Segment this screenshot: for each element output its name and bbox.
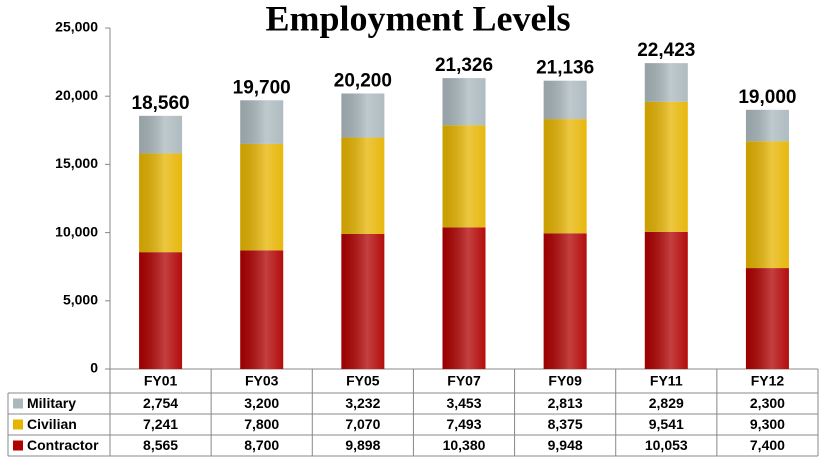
table-cell: 9,300 — [750, 416, 785, 432]
y-tick-label: 25,000 — [55, 19, 98, 35]
total-label: 22,423 — [637, 40, 695, 61]
table-cell: 7,493 — [446, 416, 481, 432]
table-cell: 9,948 — [548, 437, 583, 453]
x-tick-label: FY07 — [447, 373, 481, 389]
bar-shine — [644, 231, 688, 369]
y-tick-label: 10,000 — [55, 223, 98, 239]
y-tick-label: 0 — [90, 360, 98, 376]
table-cell: 9,898 — [345, 437, 380, 453]
table-cell: 8,375 — [548, 416, 583, 432]
chart-title: Employment Levels — [266, 0, 571, 38]
table-cell: 3,200 — [244, 395, 279, 411]
bar-shine — [240, 250, 284, 369]
x-tick-label: FY03 — [245, 373, 279, 389]
y-tick-label: 5,000 — [63, 292, 98, 308]
legend-label: Contractor — [27, 437, 99, 453]
table-cell: 2,813 — [548, 395, 583, 411]
legend-label: Military — [27, 395, 76, 411]
total-label: 18,560 — [132, 93, 190, 114]
bar-shine — [341, 233, 385, 369]
bar-shine — [139, 115, 183, 154]
bar-shine — [240, 100, 284, 144]
bar-shine — [341, 93, 385, 138]
table-cell: 7,241 — [143, 416, 178, 432]
table-cell: 9,541 — [649, 416, 684, 432]
legend-key — [13, 419, 23, 430]
bar-shine — [543, 80, 587, 120]
table-cell: 3,453 — [446, 395, 481, 411]
bar-shine — [543, 119, 587, 234]
table-cell: 2,754 — [143, 395, 178, 411]
x-tick-label: FY12 — [751, 373, 785, 389]
bar-shine — [139, 252, 183, 369]
bar-shine — [442, 125, 486, 228]
legend-label: Civilian — [27, 416, 77, 432]
table-cell: 7,800 — [244, 416, 279, 432]
table-cell: 7,400 — [750, 437, 785, 453]
x-tick-label: FY01 — [144, 373, 178, 389]
y-tick-label: 15,000 — [55, 155, 98, 171]
total-label: 19,700 — [233, 77, 291, 98]
legend-key — [13, 440, 23, 451]
total-label: 21,136 — [536, 58, 594, 79]
total-label: 20,200 — [334, 70, 392, 91]
bar-shine — [543, 233, 587, 369]
bar-shine — [442, 227, 486, 369]
bar-shine — [442, 78, 486, 126]
bar-shine — [139, 153, 183, 253]
x-tick-label: FY11 — [650, 373, 683, 389]
table-cell: 3,232 — [345, 395, 380, 411]
table-cell: 10,380 — [443, 437, 486, 453]
bar-shine — [644, 101, 688, 232]
total-label: 21,326 — [435, 55, 493, 76]
bar-shine — [240, 143, 284, 251]
table-cell: 2,829 — [649, 395, 684, 411]
total-label: 19,000 — [738, 87, 796, 108]
y-tick-label: 20,000 — [55, 87, 98, 103]
table-cell: 7,070 — [345, 416, 380, 432]
bar-shine — [745, 268, 789, 369]
bar-shine — [644, 63, 688, 102]
bar-shine — [745, 109, 789, 142]
bar-shine — [745, 141, 789, 269]
table-cell: 8,700 — [244, 437, 279, 453]
x-tick-label: FY09 — [548, 373, 582, 389]
legend-key — [13, 398, 23, 409]
table-cell: 8,565 — [143, 437, 178, 453]
table-cell: 2,300 — [750, 395, 785, 411]
table-cell: 10,053 — [645, 437, 688, 453]
x-tick-label: FY05 — [346, 373, 380, 389]
bar-shine — [341, 137, 385, 234]
